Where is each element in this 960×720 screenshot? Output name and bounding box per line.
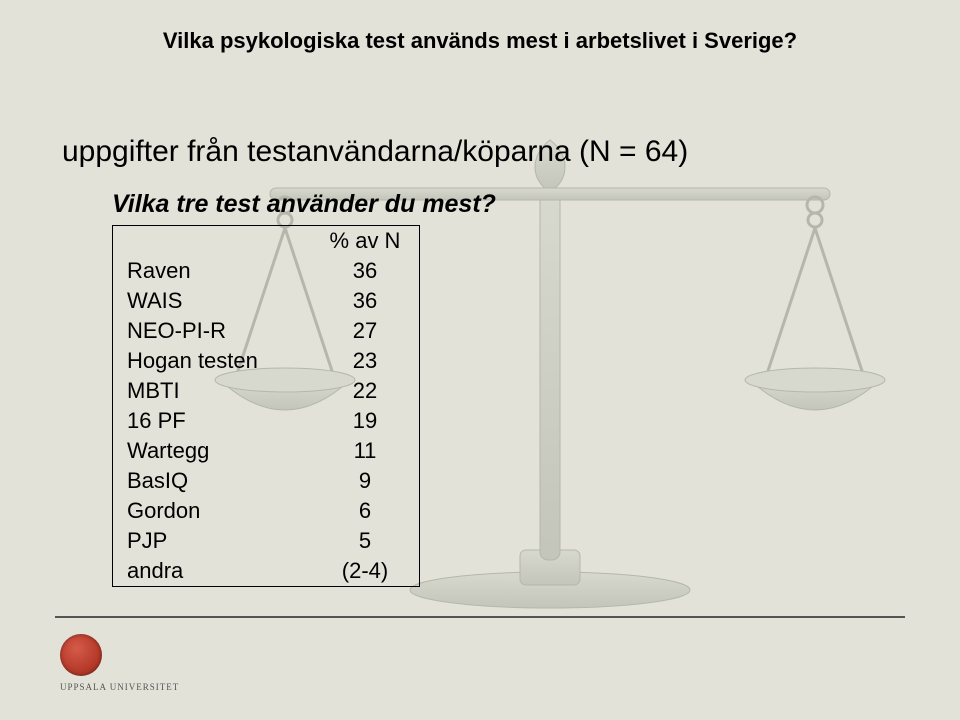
table-row: NEO-PI-R27 [113,316,420,346]
cell-value: 27 [311,316,420,346]
cell-name: BasIQ [113,466,312,496]
table-row: Raven36 [113,256,420,286]
table-question: Vilka tre test använder du mest? [112,190,496,219]
page-title: Vilka psykologiska test används mest i a… [0,28,960,54]
cell-name: Hogan testen [113,346,312,376]
cell-name: andra [113,556,312,587]
seal-icon [60,634,102,676]
cell-name: Gordon [113,496,312,526]
cell-value: 23 [311,346,420,376]
cell-value: 36 [311,256,420,286]
cell-name: Wartegg [113,436,312,466]
table-row: 16 PF19 [113,406,420,436]
table-header-value: % av N [311,226,420,257]
cell-value: 11 [311,436,420,466]
cell-name: WAIS [113,286,312,316]
subtitle: uppgifter från testanvändarna/köparna (N… [62,135,688,169]
cell-value: 36 [311,286,420,316]
table-header-name [113,226,312,257]
table-row: Gordon6 [113,496,420,526]
cell-value: 9 [311,466,420,496]
footer-divider [55,616,905,618]
table-row: andra(2-4) [113,556,420,587]
table-row: MBTI22 [113,376,420,406]
table-row: WAIS36 [113,286,420,316]
cell-value: 19 [311,406,420,436]
table-row: BasIQ9 [113,466,420,496]
cell-value: 22 [311,376,420,406]
slide: Vilka psykologiska test används mest i a… [0,0,960,720]
cell-value: 5 [311,526,420,556]
table-row: Hogan testen23 [113,346,420,376]
cell-name: PJP [113,526,312,556]
cell-name: MBTI [113,376,312,406]
table-row: Wartegg11 [113,436,420,466]
data-table: % av N Raven36 WAIS36 NEO-PI-R27 Hogan t… [112,225,420,587]
cell-name: 16 PF [113,406,312,436]
cell-value: (2-4) [311,556,420,587]
university-logo: UPPSALA UNIVERSITET [60,634,179,692]
table-row: PJP5 [113,526,420,556]
cell-name: Raven [113,256,312,286]
cell-value: 6 [311,496,420,526]
logo-text: UPPSALA UNIVERSITET [60,682,179,692]
cell-name: NEO-PI-R [113,316,312,346]
